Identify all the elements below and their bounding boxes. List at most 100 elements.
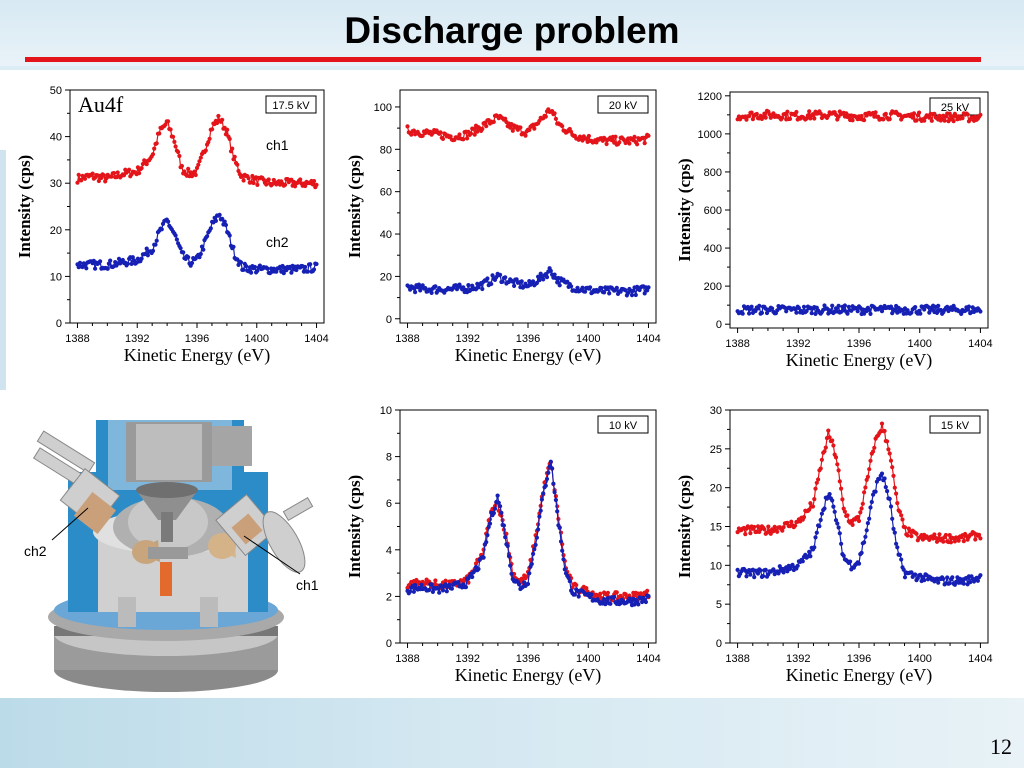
- data-point: [575, 285, 580, 290]
- voltage-box: [597, 95, 649, 114]
- data-point: [433, 284, 438, 289]
- data-point: [835, 462, 840, 467]
- y-tick-label: 8: [386, 452, 392, 464]
- data-point: [476, 566, 481, 572]
- data-point: [231, 244, 236, 249]
- voltage-badge: 20 kV: [597, 95, 649, 114]
- data-point: [934, 539, 940, 544]
- slide-title: Discharge problem: [344, 10, 680, 51]
- data-point: [883, 485, 888, 490]
- data-point: [423, 286, 428, 291]
- data-point: [836, 468, 841, 473]
- y-axis-label: Intensity (cps): [345, 155, 364, 258]
- x-tick-label: 1396: [516, 333, 540, 345]
- data-point: [197, 159, 202, 164]
- data-point: [887, 117, 892, 122]
- data-point: [900, 517, 905, 522]
- data-point: [198, 251, 203, 257]
- data-point: [517, 582, 522, 587]
- x-tick-label: 1400: [576, 653, 600, 665]
- y-tick-label: 10: [380, 405, 392, 417]
- data-point: [496, 500, 501, 505]
- diagram-label-ch2: ch2: [24, 543, 47, 559]
- data-point: [748, 531, 753, 536]
- data-point: [817, 524, 822, 529]
- data-point: [629, 293, 635, 298]
- data-point: [754, 111, 759, 117]
- series-ch2: [735, 303, 983, 317]
- data-point: [605, 590, 610, 595]
- data-point: [793, 523, 798, 528]
- data-point: [899, 513, 904, 518]
- data-point: [552, 111, 557, 116]
- data-point: [643, 599, 648, 605]
- data-point: [552, 272, 557, 277]
- data-point: [942, 118, 947, 123]
- data-point: [181, 250, 186, 255]
- data-point: [864, 528, 869, 533]
- x-tick-label: 1404: [968, 338, 992, 350]
- data-point: [833, 518, 839, 523]
- x-tick-label: 1404: [636, 333, 660, 345]
- data-point: [461, 137, 466, 142]
- data-point: [747, 311, 752, 316]
- data-point: [905, 533, 910, 538]
- data-point: [555, 280, 560, 285]
- data-point: [150, 248, 156, 253]
- x-axis-label: Kinetic Energy (eV): [455, 665, 602, 686]
- y-axis-label: Intensity (cps): [675, 158, 694, 261]
- data-point: [84, 266, 89, 271]
- data-point: [835, 521, 840, 526]
- data-point: [241, 267, 246, 272]
- data-point: [735, 567, 740, 572]
- data-point: [153, 242, 158, 247]
- data-point: [772, 524, 777, 529]
- data-point: [532, 126, 537, 131]
- data-point: [473, 561, 479, 566]
- data-point: [205, 234, 210, 239]
- data-point: [952, 539, 957, 544]
- data-point: [961, 581, 966, 586]
- data-point: [475, 129, 480, 134]
- y-tick-label: 400: [704, 243, 722, 255]
- data-point: [890, 465, 895, 470]
- data-point: [785, 109, 790, 114]
- data-point: [613, 134, 618, 139]
- data-point: [584, 136, 589, 141]
- chart-10kv: 0 2 4 6 8 10 1388 1392 1396 1400 1404 Kinetic Energ…: [345, 405, 661, 686]
- data-point: [405, 124, 410, 129]
- data-point: [266, 177, 271, 182]
- title-underline: [25, 57, 981, 62]
- data-point: [470, 574, 475, 580]
- data-point: [804, 308, 809, 314]
- data-point: [794, 310, 799, 315]
- data-point: [198, 155, 203, 160]
- y-axis-label: Intensity (cps): [345, 475, 364, 578]
- data-point: [862, 311, 867, 316]
- data-point: [490, 273, 495, 278]
- data-point: [580, 285, 585, 290]
- data-point: [753, 308, 758, 314]
- data-point: [888, 504, 894, 509]
- data-point: [491, 510, 496, 516]
- data-point: [914, 531, 919, 536]
- data-point: [557, 525, 562, 530]
- data-point: [879, 421, 885, 426]
- data-point: [192, 169, 197, 174]
- data-point: [572, 592, 577, 597]
- data-point: [839, 486, 844, 491]
- data-point: [914, 118, 919, 123]
- plot-frame: [399, 409, 657, 644]
- data-point: [922, 307, 927, 312]
- y-tick-label: 600: [704, 205, 722, 217]
- data-point: [947, 581, 952, 586]
- y-tick-label: 0: [386, 314, 392, 326]
- data-point: [978, 573, 983, 578]
- data-point: [882, 476, 887, 481]
- data-point: [484, 124, 489, 129]
- data-point: [427, 587, 432, 593]
- data-point: [808, 501, 813, 506]
- x-tick-label: 1392: [456, 333, 480, 345]
- data-point: [93, 266, 98, 271]
- data-point: [932, 532, 937, 537]
